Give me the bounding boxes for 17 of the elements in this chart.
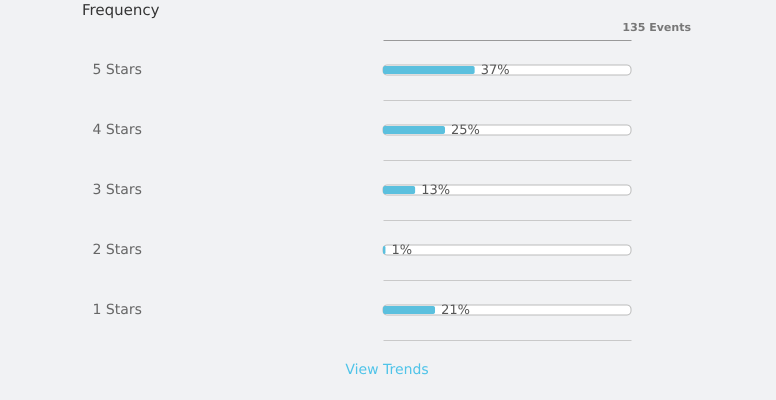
data-label: 13% (421, 183, 450, 198)
bar (383, 66, 475, 74)
y-tick-label: 1 Stars (92, 302, 142, 318)
y-tick-label: 5 Stars (92, 62, 142, 78)
data-label: 37% (480, 63, 510, 78)
text: 135 Events (622, 21, 692, 34)
text: Frequency (82, 1, 160, 19)
y-tick-label: 3 Stars (92, 182, 142, 198)
data-label: 21% (441, 303, 470, 318)
data-label: 1% (391, 243, 412, 258)
y-tick-label: 4 Stars (92, 122, 142, 138)
y-tick-label: 2 Stars (92, 242, 142, 258)
bar (383, 186, 416, 194)
data-label: 25% (451, 123, 480, 138)
bar (383, 306, 436, 314)
text: View Trends (345, 362, 429, 378)
bar (383, 126, 445, 134)
